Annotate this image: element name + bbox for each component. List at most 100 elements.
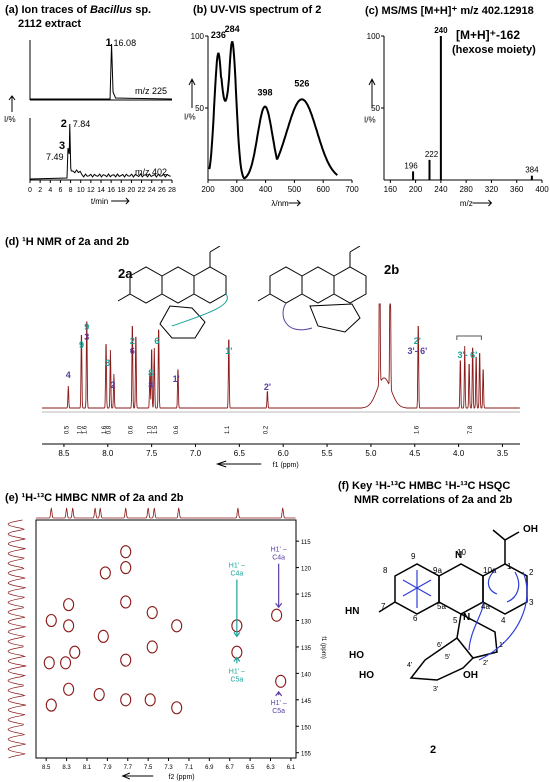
x-tick-label-c: 200: [409, 185, 423, 194]
y-axis-label-c: I/%: [364, 115, 376, 124]
x-tick-label-d: 6.5: [234, 449, 246, 458]
x-tick-label-e: 7.5: [144, 765, 153, 771]
y-axis-arrow-c: [368, 78, 376, 108]
nmr-peak-label: 4: [66, 370, 71, 380]
hmbc-cross-peak: [231, 645, 243, 659]
hmbc-annotation-arrowhead: [275, 602, 283, 609]
peak-label-b: 526: [294, 79, 309, 89]
structure-2-hmbc: [378, 529, 528, 681]
nmr-peak-label: 3'- 6': [407, 346, 427, 356]
label-2a: 2a: [118, 266, 133, 281]
hmbc-annotation-atom: C5a: [272, 708, 285, 715]
nmr-peak-label: 2': [264, 382, 271, 392]
x-tick-label-a: 10: [77, 187, 85, 194]
hmbc-cross-peak: [63, 598, 75, 612]
ring-atom-label: 4a: [481, 602, 490, 611]
hmbc-cross-peak: [120, 653, 132, 667]
nmr-integral: 1.6: [414, 425, 420, 434]
hmbc-cross-peak: [60, 656, 72, 670]
hmbc-cross-peak: [271, 608, 283, 622]
hmbc-arrows: [402, 569, 528, 661]
nmr-integral: 0.6: [174, 425, 180, 434]
x-tick-label-b: 500: [288, 185, 302, 194]
x-tick-label-c: 160: [384, 185, 398, 194]
x-tick-label-a: 28: [168, 187, 176, 194]
x-tick-label-e: 6.5: [246, 765, 255, 771]
hmbc-cross-peak: [43, 656, 55, 670]
nmr-peak-label: 3'- 6': [457, 350, 477, 360]
sugar-atom-label: 1': [499, 642, 505, 649]
x-tick-label-a: 2: [38, 187, 42, 194]
ms-bar-label-222: 222: [425, 150, 439, 159]
y-tick-label-c: 100: [367, 32, 381, 41]
x-tick-label-b: 400: [259, 185, 273, 194]
hmbc-annotation: H1' –: [229, 563, 245, 570]
hmbc-annotation-arrowhead: [233, 631, 241, 638]
peak-rt-2: 7.84: [73, 119, 91, 129]
nmr-peak-label: 1': [225, 346, 232, 356]
x-tick-label-d: 4.0: [453, 449, 465, 458]
trace-mz225: [30, 43, 173, 100]
y-tick-label-c: 50: [371, 104, 380, 113]
nmr-peak-label: 9: [84, 322, 89, 332]
peak-rt-3: 7.49: [46, 152, 64, 162]
nmr-peak-label: 8: [148, 380, 153, 390]
nmr-peak-label: 2: [130, 336, 135, 346]
nmr-integral: 0.2: [263, 425, 269, 434]
x-tick-label-c: 240: [434, 185, 448, 194]
x-tick-label-b: 300: [230, 185, 244, 194]
y-tick-label-e: 155: [301, 752, 312, 758]
ring-atom-label: 5: [453, 616, 458, 625]
y-tick-label-e: 115: [301, 540, 311, 546]
x-tick-label-a: 12: [87, 187, 95, 194]
y-axis-arrow-b: [188, 78, 196, 108]
ring-atom-label: 2: [529, 568, 534, 577]
x-tick-label-a: 26: [158, 187, 166, 194]
nmr-1h-spectrum: [42, 303, 520, 409]
x-tick-label-e: 7.9: [103, 765, 112, 771]
x-tick-label-c: 280: [459, 185, 473, 194]
x-tick-label-a: 20: [128, 187, 136, 194]
nmr-peak-label: 6: [154, 336, 159, 346]
ring-atom-label: 1: [507, 562, 512, 571]
nitrogen-5: N: [463, 612, 471, 623]
nmr-integral: 0.5: [64, 425, 70, 434]
hmbc-cross-peak: [146, 606, 158, 620]
y-axis-label-b: I/%: [184, 113, 196, 122]
x-axis-label-c: m/z: [460, 199, 473, 208]
ms-annotation-hexose: [M+H]⁺-162: [456, 28, 521, 42]
x-tick-label-c: 320: [485, 185, 499, 194]
sugar-atom-label: 2': [483, 660, 489, 667]
nmr-peak-label: 8: [148, 368, 153, 378]
sugar-atom-label: 6': [437, 642, 443, 649]
x-tick-label-e: 6.7: [226, 765, 235, 771]
nmr-integral: 1.0: [77, 425, 83, 434]
series-label-mz225: m/z 225: [135, 86, 167, 96]
series-label-mz402: m/z 402: [135, 167, 167, 177]
panel-f-title-line2: NMR correlations of 2a and 2b: [354, 494, 513, 506]
panel-b-title: (b) UV-VIS spectrum of 2: [193, 4, 322, 16]
imine-nh: HN: [345, 606, 360, 617]
x-tick-label-d: 6.0: [278, 449, 290, 458]
x-tick-label-b: 600: [317, 185, 331, 194]
hmbc-annotation-arrowhead: [275, 690, 283, 697]
x-tick-label-e: 7.1: [185, 765, 194, 771]
peak-label-3: 3: [59, 140, 65, 152]
x-tick-label-e: 8.3: [62, 765, 71, 771]
x-axis-arrow-d: [215, 460, 262, 468]
hmbc-annotation: H1' –: [229, 668, 245, 675]
x-tick-label-d: 3.5: [497, 449, 509, 458]
nitrogen-10: N: [455, 550, 463, 561]
panel-e-title: (e) ¹H-¹³C HMBC NMR of 2a and 2b: [5, 492, 184, 504]
x-tick-label-a: 16: [107, 187, 115, 194]
x-tick-label-e: 6.9: [205, 765, 214, 771]
x-tick-label-a: 4: [48, 187, 52, 194]
hmbc-cross-peak: [171, 619, 183, 633]
peak-label-2: 2: [61, 118, 67, 130]
nmr-structures-2a-2b: [117, 246, 367, 339]
x-tick-label-e: 6.1: [287, 765, 296, 771]
x-tick-label-d: 8.0: [102, 449, 114, 458]
y-tick-label-b: 50: [195, 104, 204, 113]
